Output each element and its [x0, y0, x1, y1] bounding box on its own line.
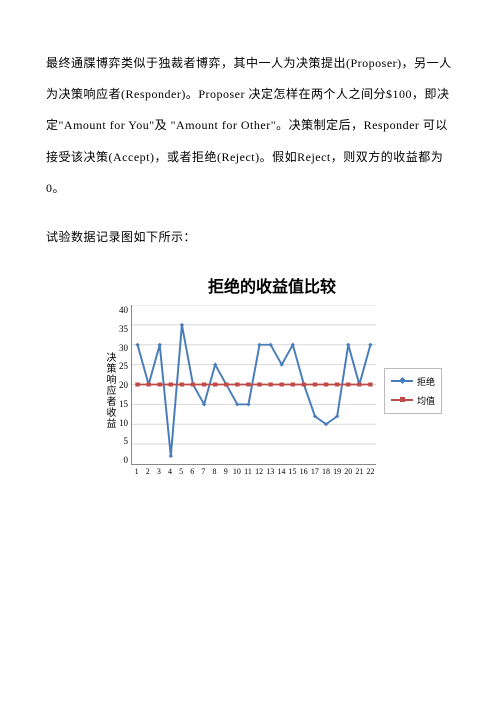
chart-container: 拒绝的收益值比较 决策响应者收益 4035302520151050 123456… — [102, 273, 442, 476]
paragraph-2: 试验数据记录图如下所示： — [46, 222, 454, 253]
legend-swatch-icon — [391, 399, 413, 401]
chart-yaxis: 4035302520151050 — [119, 305, 131, 465]
legend-item: 拒绝 — [391, 375, 435, 388]
paragraph-1: 最终通牒博弈类似于独裁者博弈，其中一人为决策提出(Proposer)，另一人为决… — [46, 48, 454, 204]
chart-ylabel: 决策响应者收益 — [102, 305, 119, 476]
legend-label: 拒绝 — [417, 375, 435, 388]
chart-plot-area — [131, 305, 376, 465]
legend-label: 均值 — [417, 394, 435, 407]
chart-xaxis: 12345678910111213141516171819202122 — [131, 465, 376, 476]
legend-swatch-icon — [391, 380, 413, 382]
legend-item: 均值 — [391, 394, 435, 407]
chart-legend: 拒绝均值 — [384, 368, 442, 414]
chart-title: 拒绝的收益值比较 — [102, 273, 442, 297]
